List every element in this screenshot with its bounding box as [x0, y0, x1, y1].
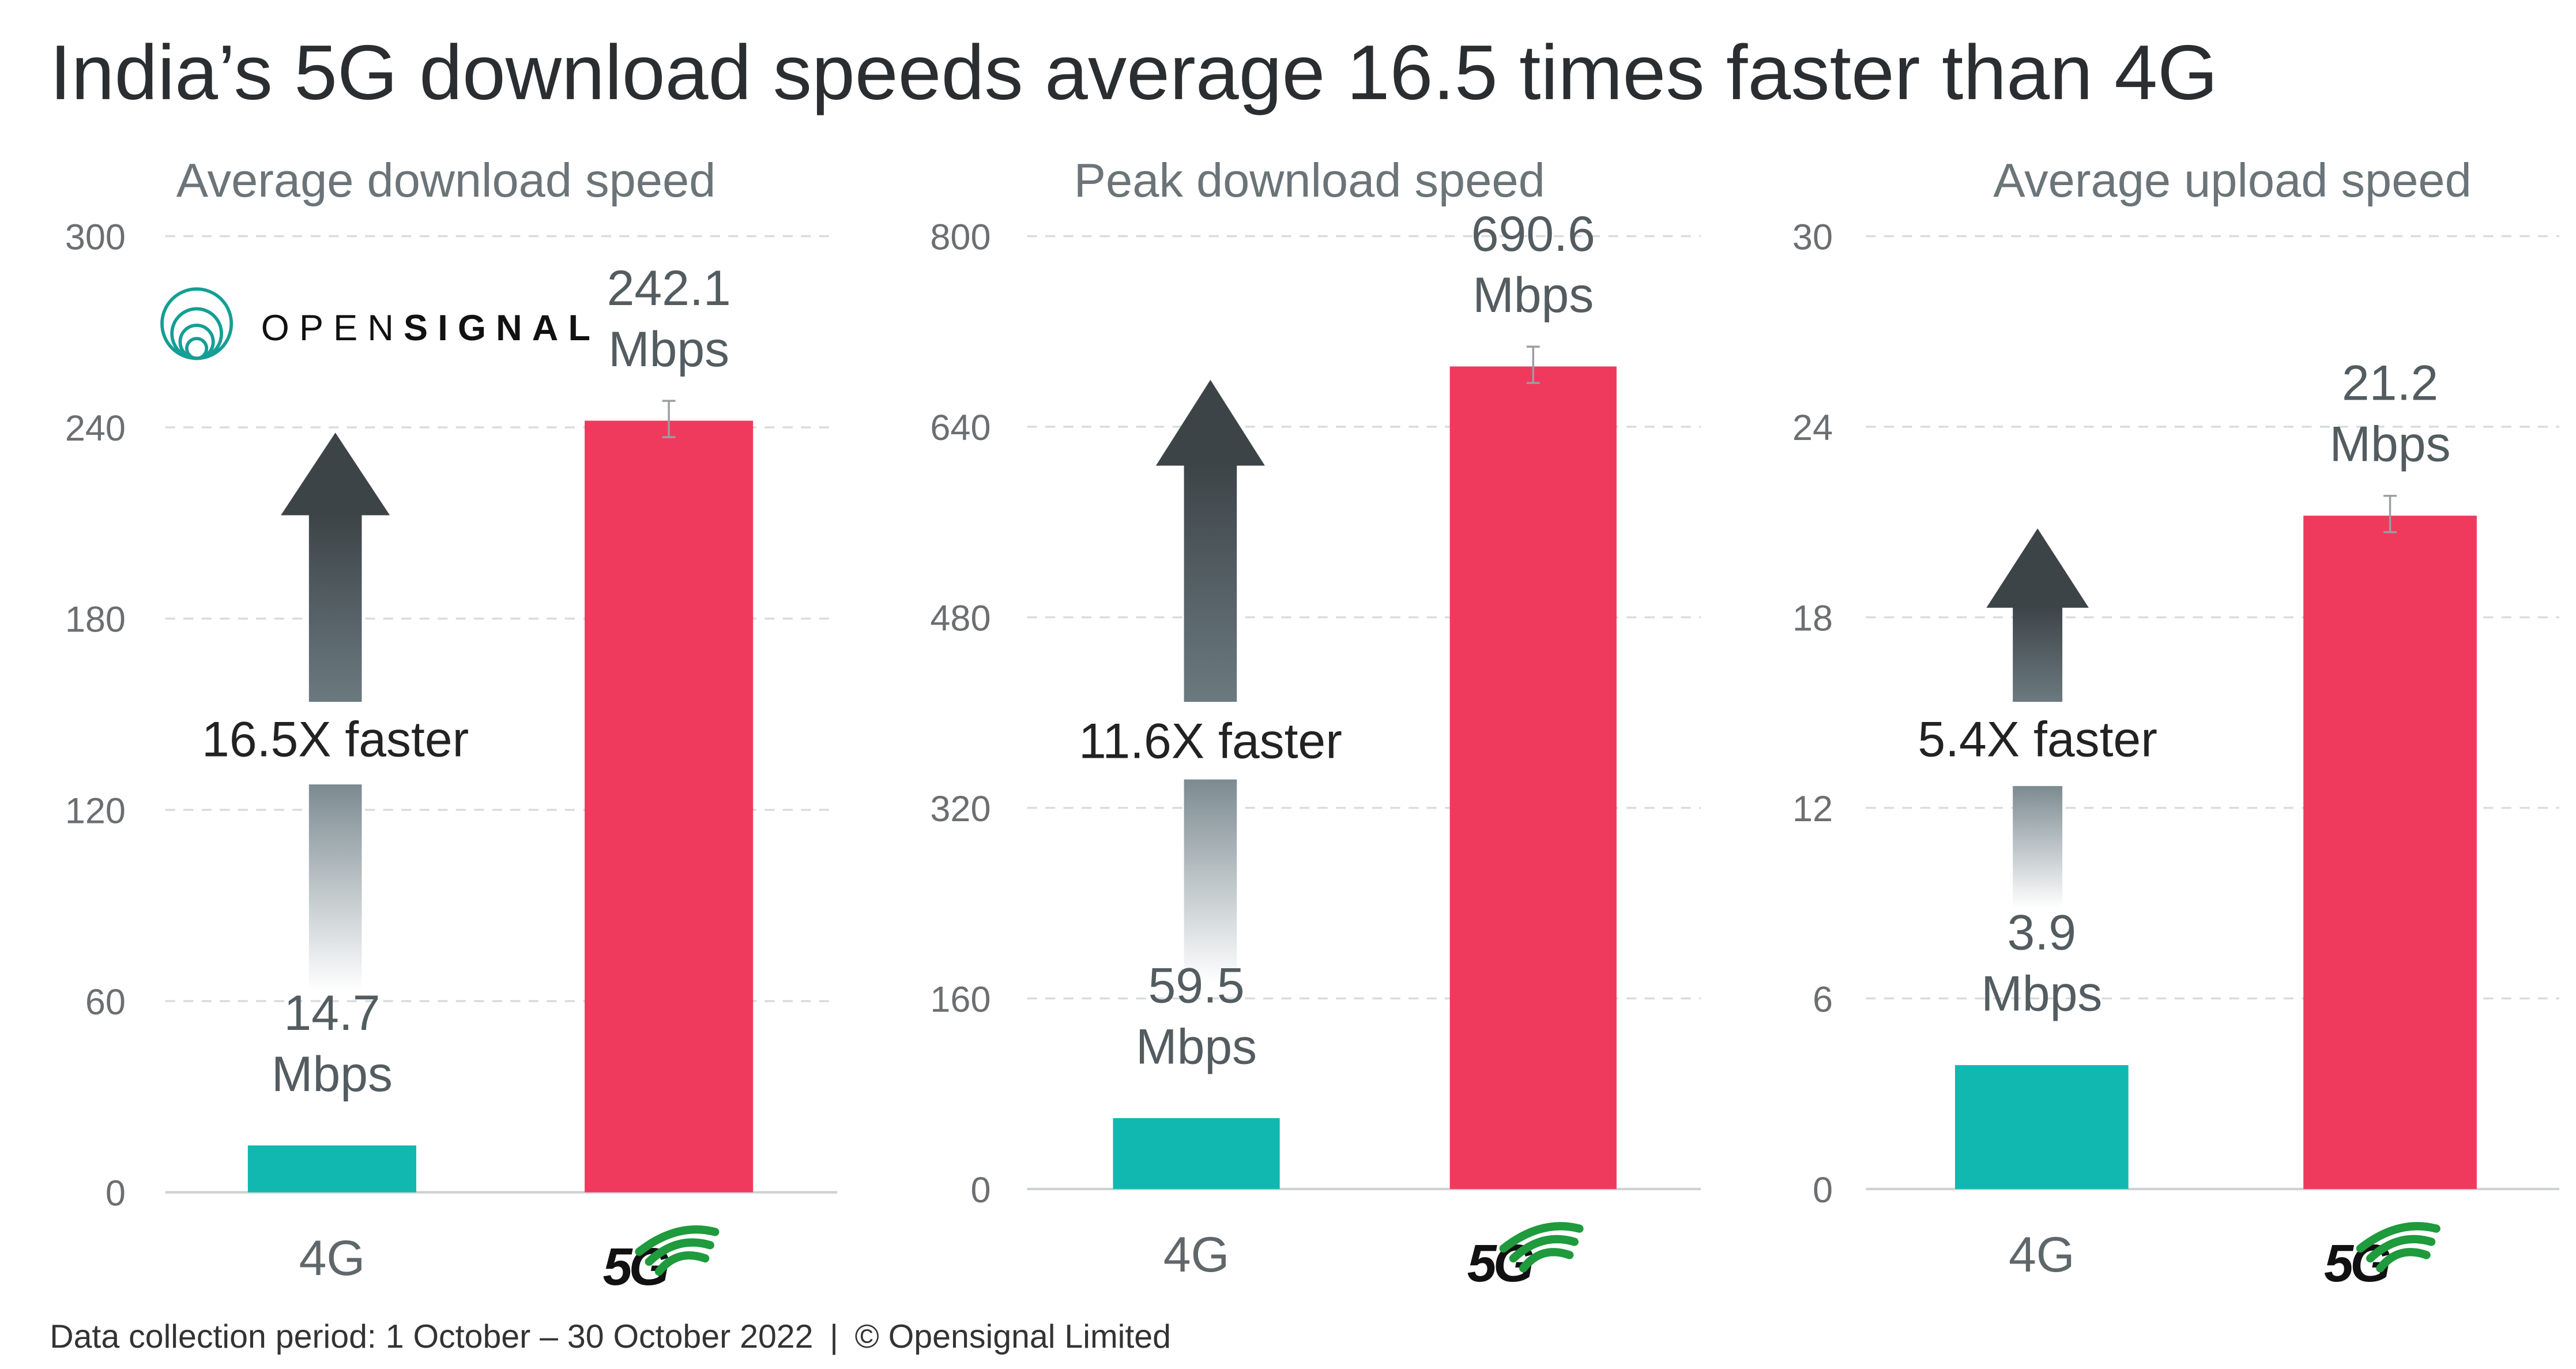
value-label: 14.7 — [284, 986, 380, 1041]
category-label-4g: 4G — [2009, 1227, 2075, 1283]
arrow-shaft-upper — [2013, 605, 2063, 702]
5g-wave — [635, 1225, 720, 1256]
y-tick-label: 0 — [1813, 1170, 1833, 1210]
bar-4g — [1954, 1065, 2129, 1189]
y-tick-label: 300 — [65, 217, 126, 257]
panel-title: Average upload speed — [1993, 153, 2471, 207]
y-tick-label: 24 — [1792, 408, 1833, 448]
up-arrow-icon — [1155, 379, 1265, 983]
value-label: 690.6 — [1471, 206, 1595, 262]
value-unit-label: Mbps — [1981, 966, 2102, 1022]
footer-copyright: © Opensignal Limited — [855, 1318, 1171, 1355]
y-tick-label: 6 — [1813, 979, 1833, 1020]
category-label-4g: 4G — [1163, 1227, 1230, 1283]
speedup-annotation: 11.6X faster — [1079, 713, 1342, 769]
up-arrow-icon — [1986, 528, 2089, 909]
bar-5g — [585, 420, 754, 1193]
y-tick-label: 60 — [85, 982, 126, 1022]
error-bar — [1526, 345, 1540, 384]
value-unit-label: Mbps — [272, 1047, 393, 1102]
footer-period: Data collection period: 1 October – 30 O… — [50, 1318, 813, 1355]
chart-panel-2: Peak download speed 0 160 320 480 640 800 11.6X… — [930, 153, 1701, 1293]
chart-panel-3: Average upload speed 0 6 12 18 24 30 5.4X faste… — [1792, 153, 2560, 1293]
arrow-head — [1155, 379, 1265, 466]
arrow-head — [1986, 528, 2089, 608]
5g-wave — [2356, 1222, 2441, 1253]
5g-wave — [1499, 1222, 1584, 1253]
chart-title: India’s 5G download speeds average 16.5 … — [50, 29, 2218, 116]
speedup-annotation: 16.5X faster — [202, 712, 469, 768]
arrow-shaft-lower — [2013, 786, 2063, 909]
value-unit-label: Mbps — [1472, 268, 1594, 323]
y-tick-label: 180 — [65, 600, 126, 640]
5g-wave — [1509, 1235, 1579, 1263]
y-tick-label: 640 — [930, 408, 991, 448]
bar-4g — [1113, 1118, 1280, 1189]
5g-wave — [1519, 1248, 1574, 1273]
opensignal-logo: OPENSIGNAL — [160, 287, 600, 360]
y-tick-label: 160 — [930, 979, 991, 1020]
y-tick-label: 18 — [1792, 598, 1833, 638]
svg-text:Data collection period: 1 Octo: Data collection period: 1 October – 30 O… — [50, 1318, 1171, 1355]
5g-wave — [654, 1251, 710, 1276]
bar-4g — [247, 1145, 416, 1193]
value-label: 21.2 — [2342, 356, 2438, 411]
y-tick-label: 0 — [970, 1170, 991, 1210]
value-unit-label: Mbps — [1136, 1019, 1257, 1074]
y-tick-label: 800 — [930, 217, 991, 257]
arrow-head — [281, 432, 390, 516]
error-bar — [2383, 495, 2397, 533]
value-label: 59.5 — [1148, 958, 1244, 1014]
value-label: 3.9 — [2008, 905, 2076, 961]
category-label-4g: 4G — [299, 1231, 366, 1286]
y-tick-label: 120 — [65, 791, 126, 831]
up-arrow-icon — [281, 432, 390, 991]
y-tick-label: 240 — [65, 408, 126, 449]
arrow-shaft-upper — [1184, 464, 1237, 702]
speedup-annotation: 5.4X faster — [1918, 712, 2157, 768]
error-bar — [662, 400, 676, 438]
5g-logo-icon: 5G — [1467, 1222, 1584, 1293]
value-unit-label: Mbps — [608, 322, 729, 377]
panel-title: Peak download speed — [1074, 153, 1545, 207]
y-tick-label: 320 — [930, 789, 991, 829]
5g-logo-icon: 5G — [2324, 1222, 2441, 1293]
bar-5g — [2303, 516, 2477, 1189]
footer: Data collection period: 1 October – 30 O… — [50, 1318, 1171, 1355]
bar-5g — [1449, 366, 1617, 1189]
arrow-shaft-upper — [308, 513, 362, 702]
5g-logo-icon: 5G — [603, 1225, 720, 1296]
5g-wave — [2366, 1235, 2436, 1263]
y-tick-label: 30 — [1792, 217, 1833, 257]
5g-wave — [645, 1238, 714, 1266]
y-tick-label: 0 — [106, 1173, 126, 1213]
arrow-shaft-lower — [308, 784, 362, 991]
panel-title: Average download speed — [176, 153, 716, 207]
value-unit-label: Mbps — [2329, 417, 2450, 472]
chart-panel-1: Average download speed 0 60 120 180 240 300 16.… — [65, 153, 838, 1296]
value-label: 242.1 — [607, 261, 731, 316]
y-tick-label: 12 — [1792, 789, 1833, 829]
5g-wave — [2376, 1248, 2431, 1273]
y-tick-label: 480 — [930, 598, 991, 638]
arrow-shaft-lower — [1184, 779, 1237, 983]
svg-text:OPENSIGNAL: OPENSIGNAL — [261, 308, 600, 348]
opensignal-logo-icon — [160, 287, 234, 360]
